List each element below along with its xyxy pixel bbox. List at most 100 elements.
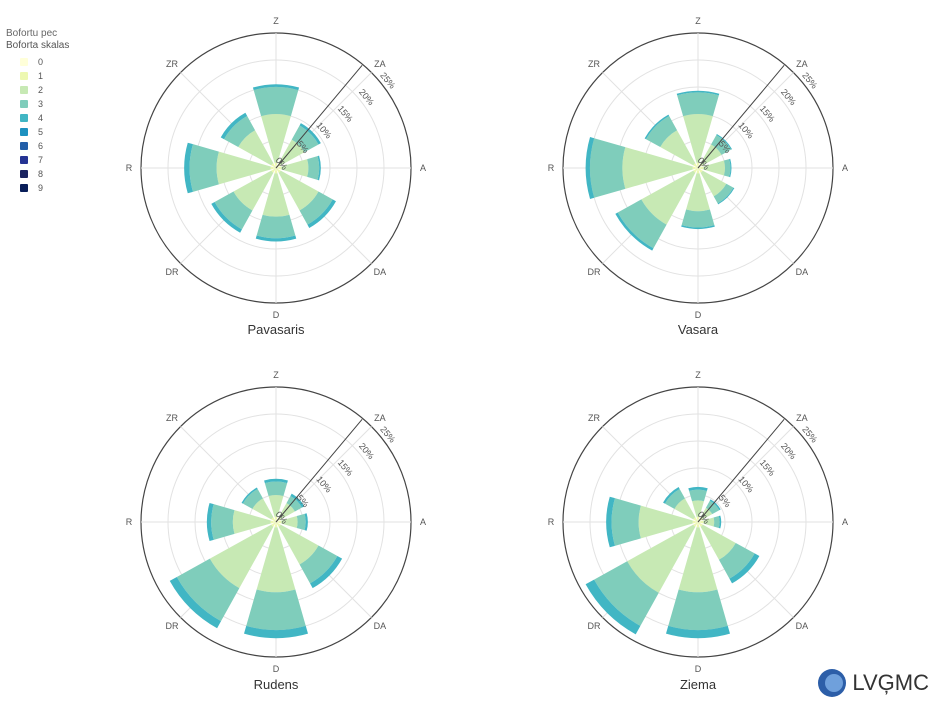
legend-label: 9 <box>38 183 44 193</box>
radial-tick-label: 25% <box>800 424 819 444</box>
bar-zr-s3 <box>646 116 678 148</box>
bar-r-s4 <box>184 142 193 194</box>
direction-label: Z <box>695 16 701 26</box>
legend-item: 0 <box>6 55 69 69</box>
bar-a-s2 <box>281 159 309 177</box>
bar-d-s1 <box>274 168 278 174</box>
direction-label: R <box>126 517 133 527</box>
radial-tick-label: 5% <box>717 493 733 509</box>
bar-zr-s1 <box>693 163 698 168</box>
direction-label: D <box>273 664 280 674</box>
radial-tick-label: 15% <box>336 458 355 478</box>
bar-a-s3 <box>723 159 731 177</box>
bar-a-s4 <box>304 513 308 531</box>
bar-z-s2 <box>683 114 713 163</box>
legend-label: 2 <box>38 85 44 95</box>
direction-label: A <box>420 163 426 173</box>
direction-label: D <box>695 310 702 320</box>
bar-r-s4 <box>606 496 615 548</box>
radial-tick-label: 10% <box>314 474 333 494</box>
bar-r-s1 <box>270 166 276 170</box>
bar-da-s1 <box>276 168 281 173</box>
bar-z-s3 <box>253 87 299 117</box>
legend-item: 1 <box>6 69 69 83</box>
legend-label: 3 <box>38 99 44 109</box>
legend-label: 8 <box>38 169 44 179</box>
bar-d-s1 <box>696 522 700 528</box>
bar-da-s2 <box>700 524 736 560</box>
direction-label: ZA <box>796 59 808 69</box>
bar-z-s2 <box>692 500 704 517</box>
bar-da-s3 <box>718 542 755 579</box>
bar-dr-s3 <box>214 191 253 230</box>
lvgmc-logo: LVĢMC <box>818 669 929 697</box>
bar-dr-s2 <box>641 170 696 225</box>
direction-label: Z <box>695 370 701 380</box>
radial-tick-label: 20% <box>779 441 798 461</box>
radial-tick-label: 20% <box>357 87 376 107</box>
legend-swatch <box>20 170 28 178</box>
bar-a-s4 <box>317 155 321 181</box>
logo-text: LVĢMC <box>852 670 929 695</box>
legend-swatch <box>20 184 28 192</box>
bar-za-s4 <box>290 493 305 508</box>
bar-a-s1 <box>698 166 704 170</box>
bar-r-s1 <box>692 166 698 170</box>
direction-label: ZA <box>374 413 386 423</box>
radial-tick-label: 25% <box>800 70 819 90</box>
lvgmc-logo-icon <box>818 669 847 697</box>
bar-za-s4 <box>709 499 721 511</box>
legend-item: 9 <box>6 181 69 195</box>
legend-swatch <box>20 128 28 136</box>
bar-r-s3 <box>189 144 219 192</box>
bar-da-s4 <box>717 187 735 205</box>
bar-r-s2 <box>216 151 271 185</box>
bar-zr-s4 <box>663 487 680 504</box>
bar-dr-s1 <box>271 522 276 527</box>
bar-d-s2 <box>262 173 290 217</box>
bar-zr-s4 <box>644 114 670 140</box>
bar-r-s4 <box>206 502 214 542</box>
direction-label: DA <box>374 621 387 631</box>
legend: Bofortu pec Boforta skalas 0 1 2 3 4 5 6 7 8 9 <box>6 28 69 195</box>
bar-da-s1 <box>698 168 703 173</box>
legend-item: 4 <box>6 111 69 125</box>
bar-zr-s3 <box>224 116 256 148</box>
radial-tick-label: 20% <box>357 441 376 461</box>
radial-tick-label: 15% <box>336 104 355 124</box>
bar-dr-s4 <box>585 579 641 635</box>
legend-items: 0 1 2 3 4 5 6 7 8 9 <box>6 55 69 195</box>
bar-da-s1 <box>698 522 703 527</box>
bar-d-s3 <box>668 589 728 631</box>
legend-item: 6 <box>6 139 69 153</box>
direction-label: DR <box>588 621 601 631</box>
bar-da-s3 <box>713 183 734 204</box>
legend-item: 8 <box>6 167 69 181</box>
bar-d-s4 <box>665 625 731 639</box>
bar-da-s4 <box>310 556 343 589</box>
bar-r-s3 <box>589 138 626 198</box>
bar-r-s2 <box>622 147 693 189</box>
chart-title: Vasara <box>678 322 719 337</box>
bar-a-s1 <box>698 520 704 524</box>
legend-item: 3 <box>6 97 69 111</box>
bar-dr-s3 <box>617 199 667 249</box>
bar-a-s2 <box>703 517 715 527</box>
direction-label: ZA <box>796 413 808 423</box>
chart-title: Rudens <box>254 677 299 692</box>
direction-label: ZR <box>588 413 600 423</box>
legend-label: 4 <box>38 113 44 123</box>
bar-z-s2 <box>268 495 284 517</box>
bar-z-s3 <box>689 489 707 502</box>
bar-zr-s1 <box>271 163 276 168</box>
bar-zr-s2 <box>674 498 696 520</box>
bar-zr-s4 <box>241 487 258 504</box>
bar-a-s4 <box>729 158 732 178</box>
bar-dr-s3 <box>176 558 240 622</box>
bar-z-s4 <box>676 90 720 96</box>
bar-za-s4 <box>299 123 321 145</box>
direction-label: DR <box>166 267 179 277</box>
legend-item: 5 <box>6 125 69 139</box>
bar-a-s3 <box>296 513 306 531</box>
